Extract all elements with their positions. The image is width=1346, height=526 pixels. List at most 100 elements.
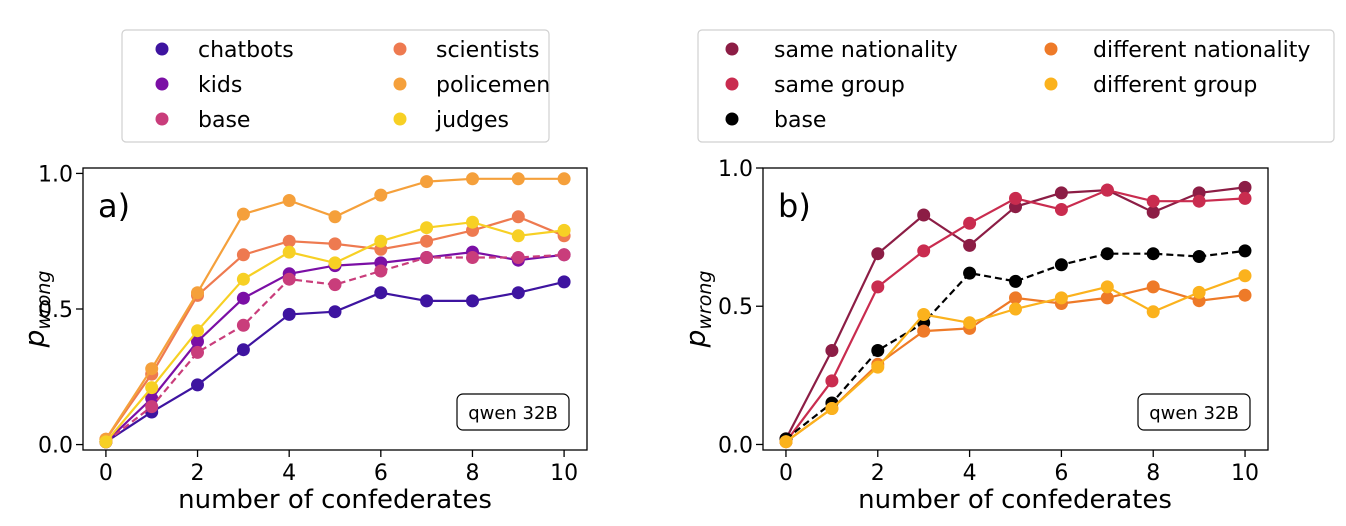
- legend-b-label-base: base: [774, 108, 826, 133]
- panel-b-xlabel: number of confederates: [858, 485, 1172, 515]
- panel-a-series-judges: [99, 215, 571, 449]
- panel-a-series-base: [99, 248, 571, 449]
- panel-b-point-different-group-3: [917, 308, 931, 321]
- svg-text:pwrong: pwrong: [18, 271, 55, 349]
- panel-b-xtick-label-4: 4: [963, 461, 977, 486]
- panel-a-point-judges-5: [328, 256, 342, 270]
- legend-a-box: [121, 29, 550, 143]
- panel-b-ytick-label-2: 1.0: [718, 157, 753, 182]
- panel-b-point-base-6: [1054, 258, 1068, 272]
- panel-a-point-chatbots-7: [420, 294, 434, 308]
- panel-b-point-same-nationality-10: [1238, 180, 1252, 194]
- panel-b-point-base-9: [1192, 250, 1206, 263]
- panel-a-point-base-1: [145, 400, 159, 414]
- panel-a-model-box: [456, 393, 570, 431]
- legend-a-marker-kids: [155, 77, 169, 91]
- panel-a-point-chatbots-10: [557, 275, 571, 289]
- panel-a-frame: [82, 167, 588, 451]
- panel-a-point-scientists-7: [420, 234, 434, 248]
- panel-b-point-same-nationality-4: [963, 238, 977, 252]
- panel-b-point-same-nationality-1: [825, 344, 839, 357]
- panel-a-point-base-8: [466, 251, 479, 264]
- panel-a-ylabel-sub: wrong: [33, 271, 55, 330]
- panel-b-ylabel-main: p: [679, 330, 712, 349]
- panel-a-model-label: qwen 32B: [468, 403, 558, 424]
- panel-a-ytick-label-1: 0.5: [38, 298, 73, 323]
- panel-b-point-same-group-5: [1009, 191, 1022, 205]
- panel-a-point-base-3: [236, 318, 250, 332]
- panel-b-series-same-group: [779, 183, 1252, 449]
- panel-a-point-chatbots-9: [511, 286, 525, 300]
- panel-a-series-policemen: [99, 172, 571, 446]
- panel-b-xtick-label-2: 2: [871, 461, 885, 486]
- panel-b-model-label: qwen 32B: [1149, 403, 1239, 424]
- panel-a-point-scientists-5: [328, 237, 342, 251]
- panel-a: 0 2 4 6 8 10 0.0 0.5 1.0 a) qwen 32B number of c…: [18, 162, 588, 515]
- panel-b-line-base: [785, 249, 1246, 440]
- panel-b-xtick-label-6: 6: [1054, 461, 1068, 486]
- panel-a-xtick-label-6: 6: [374, 461, 388, 486]
- legend-a-label-scientists: scientists: [436, 38, 539, 63]
- panel-a-xlabel: number of confederates: [178, 485, 492, 515]
- panel-b-point-same-group-1: [825, 374, 839, 388]
- panel-b-point-same-group-4: [963, 216, 977, 230]
- panel-b-point-same-group-7: [1100, 183, 1114, 197]
- panel-b-point-different-group-6: [1054, 291, 1068, 305]
- panel-a-point-base-9: [511, 251, 525, 264]
- panel-b-point-different-nationality-3: [917, 324, 931, 338]
- panel-a-ylabel-main: p: [18, 330, 51, 349]
- panel-a-point-policemen-1: [145, 362, 159, 376]
- legend-a-marker-policemen: [393, 77, 407, 91]
- legend-b-marker-base: [725, 112, 739, 126]
- panel-a-point-chatbots-8: [466, 294, 479, 308]
- legend-b-label-same-nationality: same nationality: [774, 38, 958, 63]
- panel-a-point-policemen-4: [282, 194, 296, 207]
- panel-b-point-different-nationality-10: [1238, 288, 1252, 302]
- legend-a: chatbots kids base scientists policemen judge…: [121, 29, 550, 143]
- panel-a-point-judges-6: [374, 234, 388, 248]
- panel-b-point-same-nationality-6: [1054, 186, 1068, 200]
- panel-a-ylabel: pwrong: [18, 271, 55, 349]
- panel-b-point-same-nationality-2: [871, 247, 885, 261]
- panel-b-point-different-group-7: [1100, 280, 1114, 294]
- legend-b-marker-same-nationality: [725, 42, 739, 56]
- panel-a-ytick-label-0: 0.0: [38, 434, 73, 459]
- panel-a-point-base-6: [374, 264, 388, 278]
- panel-b-point-same-group-10: [1238, 191, 1252, 205]
- panel-a-point-policemen-2: [191, 286, 204, 300]
- panel-b-point-different-nationality-7: [1100, 291, 1114, 305]
- legend-b-marker-different-group: [1044, 77, 1058, 91]
- panel-a-point-base-10: [557, 248, 571, 262]
- panel-b-point-base-7: [1100, 247, 1114, 261]
- panel-a-point-judges-10: [557, 223, 571, 237]
- panel-a-series-chatbots: [99, 275, 571, 449]
- panel-a-point-judges-7: [420, 221, 434, 235]
- legend-a-marker-base: [155, 112, 169, 126]
- panel-b-xtick-label-10: 10: [1231, 461, 1259, 486]
- panel-b-point-different-group-9: [1192, 285, 1206, 299]
- panel-b-point-same-group-3: [917, 244, 931, 258]
- panel-b-frame: [762, 167, 1269, 451]
- panel-b-point-same-group-2: [871, 280, 885, 294]
- legend-b: same nationality same group base different …: [697, 29, 1335, 143]
- legend-b-marker-same-group: [725, 77, 739, 91]
- legend-b-label-different-nationality: different nationality: [1093, 38, 1310, 63]
- panel-b-point-base-10: [1238, 244, 1252, 258]
- panel-b-ytick-label-0: 0.0: [718, 433, 753, 458]
- panel-b-point-same-nationality-3: [917, 208, 931, 222]
- panel-a-point-policemen-5: [328, 210, 342, 224]
- panel-b-point-base-8: [1146, 247, 1160, 261]
- panel-a-point-policemen-3: [236, 207, 250, 221]
- legend-a-marker-judges: [393, 112, 407, 126]
- panel-b-point-same-nationality-8: [1146, 205, 1160, 219]
- panel-a-point-base-4: [282, 272, 296, 286]
- panel-a-point-scientists-4: [282, 234, 296, 248]
- panel-a-point-kids-3: [236, 291, 250, 305]
- panel-a-point-judges-3: [236, 272, 250, 286]
- panel-a-point-judges-9: [511, 229, 525, 243]
- panel-a-line-base: [105, 253, 565, 443]
- panel-a-point-chatbots-5: [328, 305, 342, 319]
- panel-a-ytick-label-2: 1.0: [38, 162, 73, 187]
- panel-b-series-different-group: [779, 269, 1252, 449]
- panel-b-point-base-2: [871, 344, 885, 357]
